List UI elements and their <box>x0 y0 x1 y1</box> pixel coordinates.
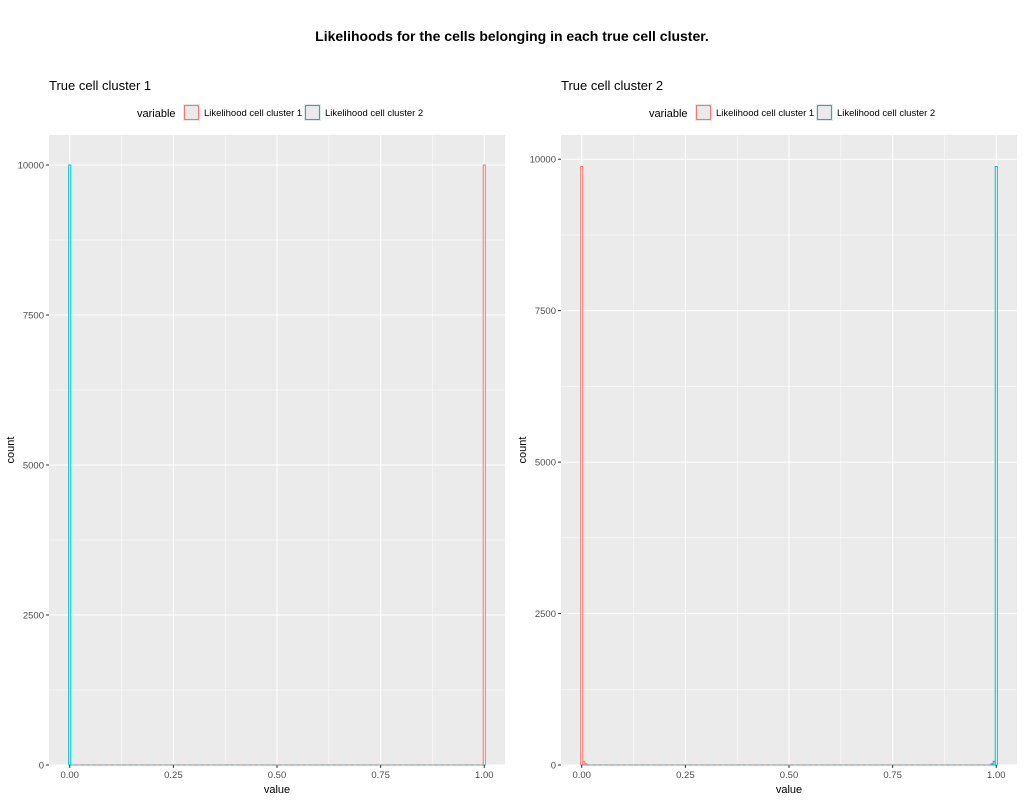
x-tick-label: 0.50 <box>780 770 799 781</box>
histogram-bar <box>582 760 586 766</box>
y-tick-label: 5000 <box>535 458 556 469</box>
x-axis-label: value <box>776 784 802 796</box>
x-tick-label: 1.00 <box>475 770 494 781</box>
x-tick-label: 0.00 <box>60 770 79 781</box>
x-tick-label: 0.75 <box>883 770 902 781</box>
legend-key-swatch <box>304 104 321 121</box>
legend-label: Likelihood cell cluster 1 <box>716 108 814 119</box>
legend-key-swatch <box>816 104 833 121</box>
panel-1: True cell cluster 1 variable Likelihood ce… <box>5 78 505 796</box>
y-tick-label: 2500 <box>535 609 556 620</box>
panel-title: True cell cluster 2 <box>561 78 663 93</box>
y-tick-label: 10000 <box>530 155 556 166</box>
y-axis-label: count <box>517 437 529 464</box>
legend-key-swatch <box>695 104 712 121</box>
histogram-bar <box>584 763 588 766</box>
y-axis-label: count <box>5 437 17 464</box>
legend-label: Likelihood cell cluster 1 <box>204 108 302 119</box>
y-tick-label: 2500 <box>23 611 44 622</box>
y-tick-label: 0 <box>39 761 44 772</box>
legend-title: variable <box>649 108 688 120</box>
legend-key-swatch <box>183 104 200 121</box>
panel-2: True cell cluster 2 variable Likelihood ce… <box>517 78 1017 796</box>
x-tick-label: 0.50 <box>268 770 287 781</box>
y-tick-label: 7500 <box>535 306 556 317</box>
y-tick-label: 5000 <box>23 461 44 472</box>
x-tick-label: 0.25 <box>676 770 695 781</box>
y-tick-label: 10000 <box>18 161 44 172</box>
x-tick-label: 0.25 <box>164 770 183 781</box>
y-tick-label: 0 <box>551 761 556 772</box>
y-tick-label: 7500 <box>23 311 44 322</box>
legend-key-bg <box>304 104 321 121</box>
legend-label: Likelihood cell cluster 2 <box>325 108 423 119</box>
legend-key-bg <box>816 104 833 121</box>
x-axis-label: value <box>264 784 290 796</box>
figure-title: Likelihoods for the cells belonging in e… <box>315 28 709 44</box>
legend-key-bg <box>695 104 712 121</box>
x-tick-label: 0.00 <box>572 770 591 781</box>
legend-title: variable <box>137 108 176 120</box>
panel-title: True cell cluster 1 <box>49 78 151 93</box>
legend-key-bg <box>183 104 200 121</box>
x-tick-label: 1.00 <box>987 770 1006 781</box>
legend-label: Likelihood cell cluster 2 <box>837 108 935 119</box>
x-tick-label: 0.75 <box>371 770 390 781</box>
